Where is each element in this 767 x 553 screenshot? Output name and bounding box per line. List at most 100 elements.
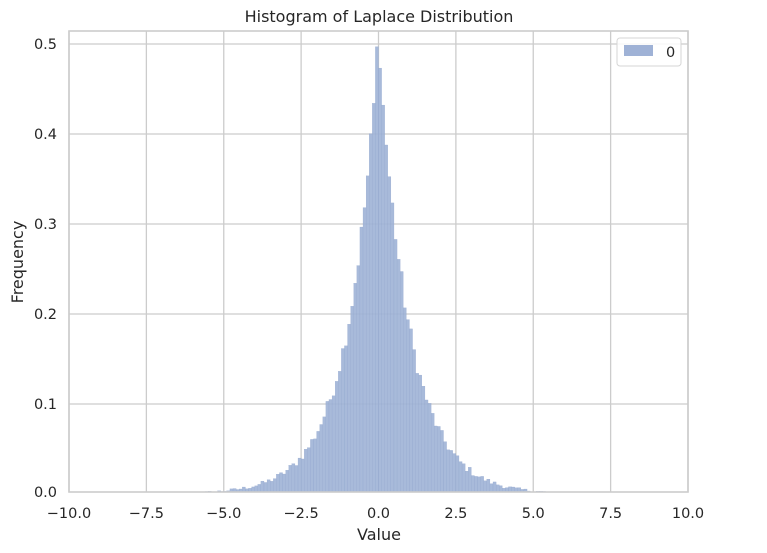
histogram-bar <box>468 467 472 493</box>
histogram-bar <box>254 485 258 493</box>
y-axis-ticks: 0.0 0.1 0.2 0.3 0.4 0.5 <box>34 37 57 501</box>
histogram-bar <box>499 485 503 493</box>
histogram-bar <box>393 239 398 493</box>
histogram-bar <box>430 413 435 493</box>
histogram-bar <box>288 465 292 493</box>
histogram-bar <box>294 465 299 493</box>
x-tick-label: 5.0 <box>522 506 545 522</box>
histogram-bar <box>406 319 410 493</box>
histogram-bar <box>313 438 317 493</box>
histogram-bar <box>338 371 342 493</box>
y-tick-label: 0.1 <box>34 397 57 413</box>
histogram-bar <box>412 349 416 493</box>
histogram-bar <box>328 399 333 493</box>
x-tick-label: −5.0 <box>206 506 241 522</box>
histogram-bar <box>301 458 305 493</box>
histogram-bar <box>322 416 327 493</box>
x-tick-label: 0.0 <box>367 506 390 522</box>
plot-frame <box>68 30 689 493</box>
histogram-bar <box>474 476 478 493</box>
histogram-bar <box>400 271 404 493</box>
histogram-bar <box>396 259 401 493</box>
histogram-bar <box>375 46 379 493</box>
histogram-bar <box>409 328 413 493</box>
histogram-bar <box>465 471 469 493</box>
histogram-bar <box>486 479 491 493</box>
histogram-bar <box>331 395 336 493</box>
x-tick-label: −7.5 <box>129 506 164 522</box>
histogram-bar <box>384 144 388 493</box>
histogram-bar <box>461 463 466 493</box>
histogram-bar <box>415 373 419 493</box>
histogram-bar <box>424 399 429 493</box>
histogram-bar <box>483 480 487 493</box>
histogram-bar <box>492 481 497 493</box>
histogram-bar <box>282 473 286 493</box>
histogram-bar <box>369 133 373 493</box>
histogram-bar <box>452 453 456 493</box>
y-tick-label: 0.2 <box>34 307 57 323</box>
histogram-bar <box>387 176 392 493</box>
histogram-bar <box>341 348 345 493</box>
histogram-bar <box>344 345 348 493</box>
y-tick-label: 0.0 <box>34 485 57 501</box>
histogram-bar <box>443 441 447 493</box>
histogram-bar <box>307 447 311 493</box>
x-tick-label: −2.5 <box>284 506 319 522</box>
histogram-bar <box>285 470 289 493</box>
histogram-bar <box>260 480 265 493</box>
y-tick-label: 0.4 <box>34 127 57 143</box>
histogram-bar <box>279 472 283 493</box>
histogram-bar <box>347 324 351 493</box>
histogram-bar <box>310 439 314 493</box>
histogram-bar <box>362 207 367 493</box>
histogram-bar <box>403 307 407 493</box>
histogram-bar <box>263 482 268 493</box>
histogram-bars <box>201 46 559 493</box>
histogram-bar <box>266 479 271 493</box>
histogram-bar <box>434 425 438 493</box>
histogram-bar <box>276 474 280 493</box>
x-tick-label: 10.0 <box>672 506 704 522</box>
x-tick-label: −10.0 <box>47 506 91 522</box>
histogram-bar <box>427 403 432 493</box>
histogram-bar <box>381 104 385 493</box>
histogram-bar <box>297 457 302 493</box>
histogram-bar <box>316 431 320 493</box>
histogram-bar <box>350 306 354 493</box>
x-tick-label: 7.5 <box>599 506 622 522</box>
x-axis-label: Value <box>357 525 401 544</box>
histogram-bar <box>365 175 370 493</box>
x-axis-ticks: −10.0 −7.5 −5.0 −2.5 0.0 2.5 5.0 7.5 10.0 <box>47 506 704 522</box>
y-tick-label: 0.3 <box>34 217 57 233</box>
y-axis-label: Frequency <box>8 221 27 304</box>
histogram-bar <box>257 484 262 493</box>
histogram-bar <box>291 463 296 493</box>
histogram-bar <box>480 476 484 493</box>
x-tick-label: 2.5 <box>444 506 467 522</box>
histogram-bar <box>335 381 339 493</box>
histogram-bar <box>477 476 481 493</box>
histogram-bar <box>440 430 444 493</box>
histogram-bar <box>489 483 494 493</box>
histogram-bar <box>471 475 475 493</box>
histogram-bar <box>378 67 382 493</box>
histogram-bar <box>449 450 453 493</box>
legend-swatch <box>624 45 653 56</box>
legend: 0 <box>616 37 682 67</box>
histogram-bar <box>325 401 330 493</box>
histogram-bar <box>458 461 463 493</box>
histogram-bar <box>437 426 441 493</box>
histogram-bar <box>273 478 277 493</box>
histogram-bar <box>359 226 364 493</box>
chart-title: Histogram of Laplace Distribution <box>245 7 514 26</box>
histogram-bar <box>495 484 500 493</box>
histogram-bar <box>421 386 426 493</box>
histogram-bar <box>390 202 395 493</box>
histogram-bar <box>270 481 274 493</box>
y-tick-label: 0.5 <box>34 37 57 53</box>
histogram-bar <box>304 449 308 493</box>
histogram-bar <box>372 103 376 493</box>
histogram-bar <box>319 424 323 493</box>
